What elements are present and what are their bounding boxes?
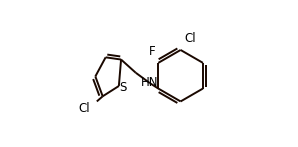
Text: F: F [148,45,155,58]
Text: HN: HN [141,76,159,89]
Text: S: S [119,81,126,94]
Text: Cl: Cl [78,102,90,115]
Text: Cl: Cl [184,32,196,45]
